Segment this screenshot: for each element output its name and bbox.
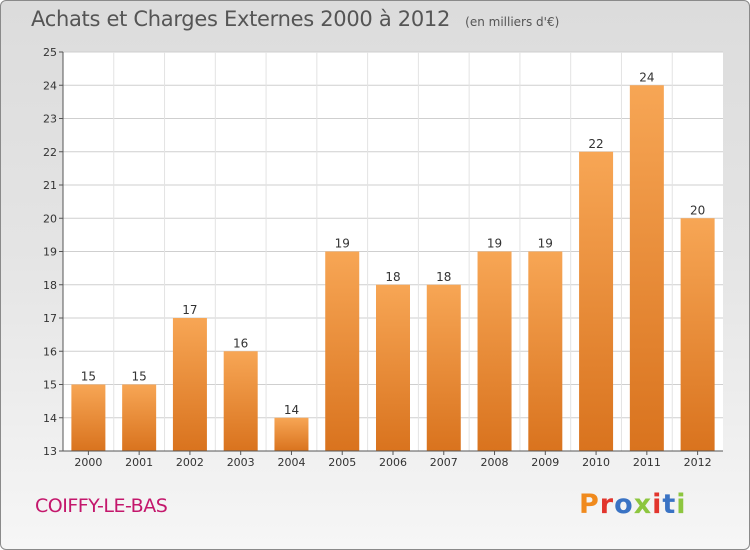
bar [122,384,157,451]
x-tick-label: 2010 [582,456,610,469]
bar-value-label: 19 [487,237,502,251]
logo-letter: x [633,489,653,520]
y-tick-label: 22 [43,146,57,159]
bar-value-label: 20 [690,203,705,217]
y-tick-label: 20 [43,212,57,225]
chart-title: Achats et Charges Externes 2000 à 2012 [31,7,451,31]
commune-name: COIFFY-LE-BAS [35,495,168,517]
bar [680,218,715,451]
bar-value-label: 22 [588,137,603,151]
logo-letter: o [614,489,634,520]
x-tick-label: 2000 [74,456,102,469]
bar [274,417,309,451]
y-tick-label: 25 [43,46,57,59]
bar-value-label: 18 [436,270,451,284]
y-tick-label: 15 [43,379,57,392]
bar [325,251,360,451]
chart-header: Achats et Charges Externes 2000 à 2012 (… [31,7,559,31]
logo-letter: P [579,489,600,520]
logo-letter: i [652,489,663,520]
x-tick-label: 2011 [633,456,661,469]
bar-value-label: 14 [284,403,299,417]
bar-value-label: 24 [639,70,654,84]
labels: 13 14 15 16 17 18 19 20 21 22 23 24 25 2000 15 2001 15 20… [43,46,712,469]
bar [426,284,461,451]
x-tick-label: 2006 [379,456,407,469]
x-tick-label: 2002 [176,456,204,469]
bar [71,384,106,451]
bar [172,318,207,451]
bars [71,85,715,451]
bar [528,251,563,451]
y-tick-label: 13 [43,445,57,458]
bar [629,85,664,451]
x-tick-label: 2004 [277,456,305,469]
bar [579,151,614,451]
bar-value-label: 17 [182,303,197,317]
x-tick-label: 2009 [531,456,559,469]
logo-letter: t [662,489,677,520]
x-tick-label: 2012 [684,456,712,469]
bar-value-label: 19 [538,237,553,251]
logo-letter: i [676,489,687,520]
bar-value-label: 15 [81,370,96,384]
y-tick-label: 23 [43,113,57,126]
bar [376,284,410,451]
x-tick-label: 2003 [227,456,255,469]
y-tick-label: 21 [43,179,57,192]
proxiti-logo: Proxiti [579,489,687,520]
y-tick-label: 18 [43,279,57,292]
x-tick-label: 2007 [430,456,458,469]
logo-letter: r [599,489,615,520]
y-tick-label: 19 [43,246,57,259]
y-tick-label: 14 [43,412,57,425]
bar-value-label: 16 [233,336,248,350]
x-tick-label: 2005 [328,456,356,469]
bar [223,351,258,451]
bar-value-label: 18 [385,270,400,284]
x-tick-label: 2008 [481,456,509,469]
bar [477,251,512,451]
y-tick-label: 24 [43,79,57,92]
chart-subtitle: (en milliers d'€) [465,15,560,29]
y-tick-label: 17 [43,312,57,325]
bar-value-label: 15 [132,370,147,384]
bar-value-label: 19 [335,237,350,251]
axes [59,51,723,455]
y-tick-label: 16 [43,345,57,358]
x-tick-label: 2001 [125,456,153,469]
